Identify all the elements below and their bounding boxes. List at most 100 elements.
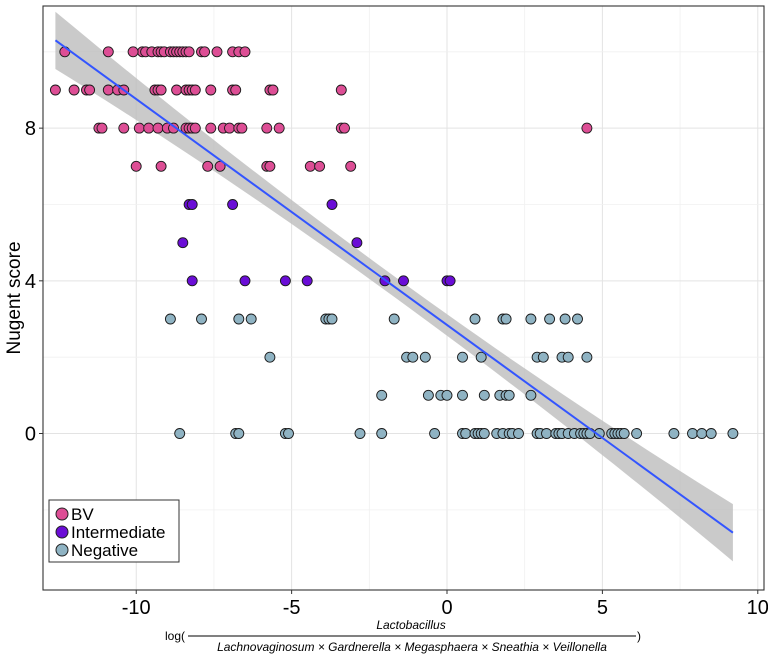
- legend-label-bv: BV: [71, 505, 94, 524]
- legend-box: [48, 499, 180, 563]
- point-negative: [525, 389, 537, 401]
- point-negative: [419, 351, 431, 363]
- point-bv: [205, 122, 217, 134]
- point-bv: [133, 122, 145, 134]
- point-bv: [171, 84, 183, 96]
- point-bv: [49, 84, 61, 96]
- point-negative: [541, 428, 552, 439]
- point-intermediate: [301, 275, 313, 287]
- point-bv: [84, 84, 96, 96]
- x-axis-title-suffix: ): [637, 629, 641, 643]
- point-negative: [513, 428, 524, 439]
- x-axis-title-denominator: Lachnovaginosum × Gardnerella × Megaspha…: [217, 640, 607, 654]
- point-negative: [705, 428, 717, 439]
- legend-key-bv: [55, 507, 69, 521]
- point-negative: [376, 389, 388, 401]
- point-negative: [525, 313, 537, 325]
- point-bv: [189, 122, 201, 134]
- point-negative: [668, 428, 680, 439]
- point-intermediate: [279, 275, 291, 287]
- point-negative: [572, 313, 583, 325]
- point-bv: [102, 46, 114, 58]
- point-intermediate: [239, 275, 251, 287]
- point-negative: [429, 428, 441, 439]
- point-negative: [326, 313, 338, 325]
- legend-key-negative: [55, 543, 69, 557]
- point-negative: [457, 351, 468, 363]
- point-bv: [183, 46, 195, 58]
- point-negative: [457, 389, 468, 401]
- point-bv: [189, 84, 201, 96]
- point-negative: [245, 313, 257, 325]
- legend: BV Intermediate Negative: [48, 499, 180, 563]
- legend-label-intermediate: Intermediate: [71, 523, 166, 542]
- point-negative: [422, 389, 434, 401]
- point-intermediate: [398, 275, 409, 287]
- point-negative: [478, 428, 490, 439]
- point-negative: [164, 313, 176, 325]
- point-negative: [196, 313, 207, 325]
- point-intermediate: [326, 199, 338, 210]
- legend-label-negative: Negative: [71, 541, 138, 560]
- data-points: [49, 46, 739, 439]
- point-negative: [503, 389, 515, 401]
- point-bv: [239, 46, 251, 58]
- y-tick-label: 0: [25, 424, 36, 446]
- point-negative: [631, 428, 643, 439]
- point-bv: [143, 122, 155, 134]
- point-negative: [500, 313, 512, 325]
- point-bv: [205, 84, 217, 96]
- point-bv: [68, 84, 80, 96]
- point-intermediate: [351, 237, 363, 249]
- point-bv: [127, 46, 139, 58]
- point-negative: [460, 428, 472, 439]
- point-bv: [335, 84, 347, 96]
- point-bv: [314, 160, 326, 172]
- point-negative: [727, 428, 739, 439]
- plot-panel-border: [42, 5, 765, 591]
- point-intermediate: [444, 275, 456, 287]
- point-bv: [202, 160, 214, 172]
- point-bv: [211, 46, 223, 58]
- point-bv: [118, 122, 130, 134]
- y-tick-label: 8: [25, 118, 36, 140]
- point-bv: [230, 84, 242, 96]
- point-negative: [354, 428, 366, 439]
- point-negative: [469, 313, 481, 325]
- point-intermediate: [186, 275, 198, 287]
- point-negative: [233, 313, 245, 325]
- point-bv: [155, 160, 167, 172]
- point-bv: [581, 122, 593, 134]
- point-negative: [544, 313, 556, 325]
- point-bv: [273, 122, 285, 134]
- point-negative: [441, 389, 453, 401]
- point-bv: [264, 160, 276, 172]
- regression-line: [54, 39, 734, 534]
- point-bv: [339, 122, 350, 134]
- x-axis-title-numerator: Lactobacillus: [376, 618, 445, 632]
- point-bv: [199, 46, 211, 58]
- point-bv: [155, 84, 167, 96]
- x-axis-title: log( Lactobacillus Lachnovaginosum × Gar…: [165, 618, 641, 654]
- point-intermediate: [186, 199, 198, 210]
- point-bv: [152, 122, 164, 134]
- point-bv: [102, 84, 114, 96]
- point-negative: [537, 351, 549, 363]
- point-bv: [130, 160, 142, 172]
- point-negative: [581, 351, 593, 363]
- x-tick-label: 5: [597, 597, 608, 619]
- x-tick-label: -10: [122, 597, 151, 619]
- point-negative: [264, 351, 276, 363]
- point-negative: [475, 351, 487, 363]
- point-bv: [236, 122, 248, 134]
- point-negative: [593, 428, 605, 439]
- point-intermediate: [227, 199, 239, 210]
- point-bv: [267, 84, 279, 96]
- point-negative: [407, 351, 419, 363]
- x-tick-label: 10: [747, 597, 768, 619]
- point-negative: [233, 428, 245, 439]
- point-intermediate: [177, 237, 189, 249]
- point-bv: [345, 160, 357, 172]
- x-axis-title-prefix: log(: [165, 629, 185, 643]
